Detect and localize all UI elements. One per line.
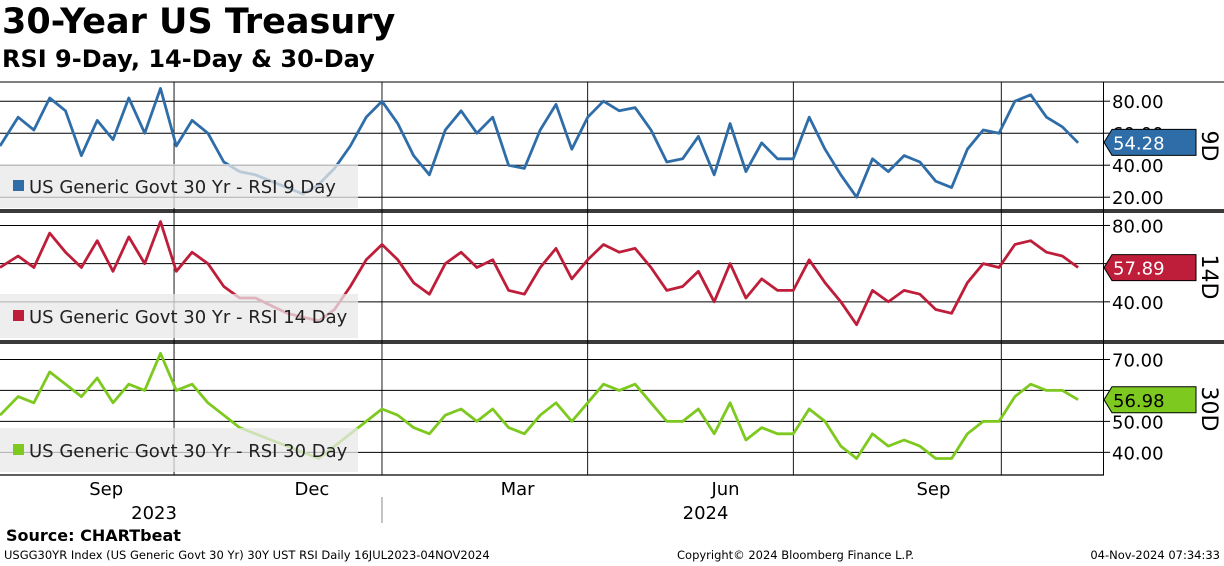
last-value-tag [1103, 386, 1197, 414]
panel-separator [0, 340, 1224, 344]
legend-swatch [13, 310, 24, 321]
x-tick-label: Sep [917, 479, 951, 500]
x-tick-label: Mar [501, 479, 536, 500]
legend-swatch [13, 444, 24, 455]
x-tick-label: Sep [89, 479, 123, 500]
year-label: 2024 [683, 503, 729, 524]
x-tick-label: Jun [710, 479, 739, 500]
chart-subtitle: RSI 9-Day, 14-Day & 30-Day [2, 45, 375, 73]
legend-box [0, 428, 358, 472]
legend-text: US Generic Govt 30 Yr - RSI 9 Day [29, 177, 336, 198]
last-value-tag [1103, 254, 1197, 282]
y-tick-label: 80.00 [1112, 92, 1164, 113]
footer-timestamp: 04-Nov-2024 07:34:33 [1090, 548, 1220, 562]
last-value-label: 57.89 [1113, 259, 1165, 280]
panel-label: 30D [1196, 387, 1221, 432]
legend-swatch [13, 180, 24, 191]
source-note: Source: CHARTbeat [6, 526, 181, 545]
y-tick-label: 40.00 [1112, 293, 1164, 314]
panel-separator [0, 209, 1224, 213]
last-value-tag [1103, 128, 1197, 156]
rsi-series-line [0, 87, 1080, 199]
legend-text: US Generic Govt 30 Yr - RSI 14 Day [29, 307, 348, 328]
y-tick-label: 20.00 [1112, 188, 1164, 209]
x-tick-label: Dec [294, 479, 329, 500]
y-tick-label: 50.00 [1112, 412, 1164, 433]
rsi-series-line [0, 220, 1079, 327]
legend-text: US Generic Govt 30 Yr - RSI 30 Day [29, 441, 348, 462]
y-tick-label: 70.00 [1112, 350, 1164, 371]
rsi-panel-14d: 80.00 40.00 US Generic Govt 30 Yr - RSI 14… [0, 216, 1221, 338]
panel-label: 14D [1196, 255, 1221, 300]
y-tick-label: 40.00 [1112, 443, 1164, 464]
last-value-label: 56.98 [1113, 391, 1165, 412]
rsi-panel-30d: 70.00 50.00 40.00 US Generic Govt 30 Yr - R… [0, 350, 1221, 472]
y-tick-label: 80.00 [1112, 216, 1164, 237]
chart-title: 30-Year US Treasury [2, 2, 396, 42]
legend-box [0, 294, 358, 338]
legend-box [0, 164, 358, 208]
last-value-label: 54.28 [1113, 133, 1165, 154]
y-tick-label: 40.00 [1112, 156, 1164, 177]
panel-label: 9D [1196, 131, 1221, 162]
footer-copyright: Copyright© 2024 Bloomberg Finance L.P. [677, 548, 914, 562]
rsi-series-line [0, 351, 1079, 460]
footer-index-info: USGG30YR Index (US Generic Govt 30 Yr) 3… [4, 548, 490, 562]
year-label: 2023 [131, 503, 177, 524]
